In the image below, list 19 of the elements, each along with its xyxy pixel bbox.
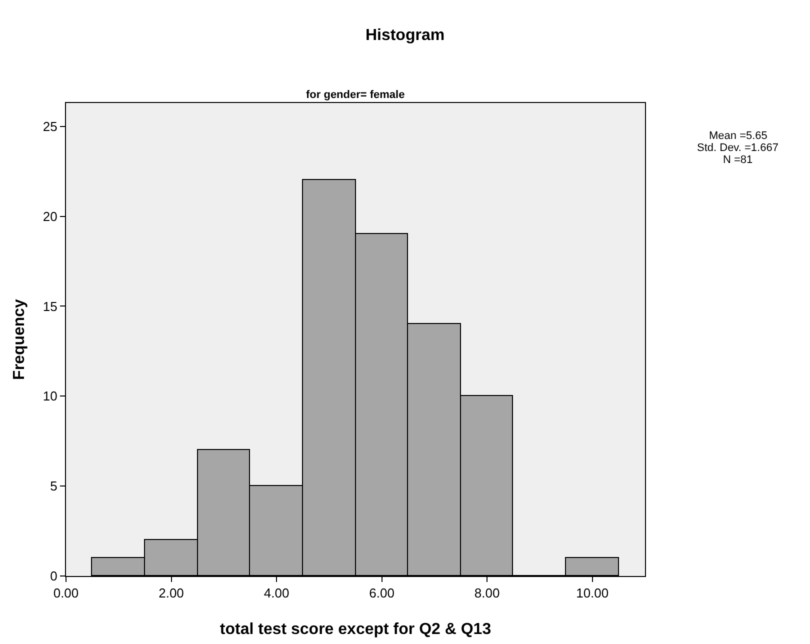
y-tick-label: 0 [50,568,58,584]
x-tick-label: 0.00 [53,586,79,601]
chart-title: Histogram [365,27,445,44]
x-axis-title: total test score except for Q2 & Q13 [220,621,492,638]
y-tick-label: 15 [42,298,58,314]
x-tick-label: 8.00 [474,586,500,601]
x-tick-label: 2.00 [158,586,184,601]
chart-subtitle: for gender= female [306,89,405,101]
x-tick-label: 10.00 [576,586,609,601]
y-tick-label: 20 [42,208,58,224]
y-tick-label: 10 [42,388,58,404]
text: Std. Dev. =1.667 [697,142,778,154]
y-tick-label: 5 [50,478,58,494]
text: N =81 [723,154,753,166]
y-tick-label: 25 [42,118,58,134]
text: Mean =5.65 [709,130,768,142]
y-axis-title: Frequency [11,298,28,380]
x-tick-label: 4.00 [264,586,290,601]
x-tick-label: 6.00 [369,586,394,601]
